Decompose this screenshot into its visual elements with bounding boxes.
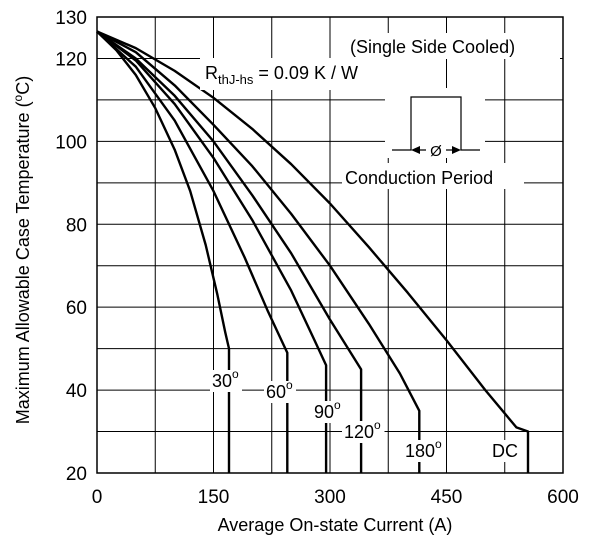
x-axis-title: Average On-state Current (A) xyxy=(218,515,453,535)
y-axis-title-main: Maximum Allowable Case Temperature ( xyxy=(13,101,33,424)
conduction-period-label: Conduction Period xyxy=(345,168,493,188)
series-label-bg xyxy=(403,440,446,462)
x-tick-label: 150 xyxy=(198,487,230,508)
series-line-1 xyxy=(96,30,289,473)
phi-bg xyxy=(426,141,446,159)
thermal-resistance-value: = 0.09 K / W xyxy=(253,63,358,83)
conduction-pulse xyxy=(392,96,480,151)
series-label-bg xyxy=(342,421,385,443)
series-label-degree: o xyxy=(374,418,381,432)
series-line-5 xyxy=(96,30,530,473)
y-axis-title-degree: o xyxy=(11,94,25,101)
series-line-2 xyxy=(96,30,328,473)
series-label-bg xyxy=(312,401,344,423)
series-label-degree: o xyxy=(232,367,239,381)
y-tick-label: 130 xyxy=(55,8,87,29)
y-tick-label: 40 xyxy=(66,381,87,402)
x-tick-label: 0 xyxy=(92,487,103,508)
y-tick-label: 60 xyxy=(66,298,87,319)
series-line-0 xyxy=(96,30,231,473)
series-label-degree: o xyxy=(334,398,341,412)
series-line-4 xyxy=(96,30,421,473)
tick-labels: 0 150 300 450 600 20 40 60 80 100 120 130 xyxy=(55,8,579,508)
series-label: DC xyxy=(492,441,518,461)
x-tick-label: 450 xyxy=(431,487,463,508)
y-tick-label: 120 xyxy=(55,49,87,70)
arrow-left-icon xyxy=(411,146,420,154)
series-label-degree: o xyxy=(435,437,442,451)
cooling-note: (Single Side Cooled) xyxy=(350,37,515,57)
phi-symbol: Ø xyxy=(430,143,442,160)
y-tick-label: 100 xyxy=(55,132,87,153)
y-axis-title: Maximum Allowable Case Temperature (oC) xyxy=(11,76,33,424)
annotation-bg xyxy=(200,58,415,90)
plot-frame xyxy=(96,16,564,474)
series-label-bg xyxy=(210,370,242,392)
annotations: (Single Side Cooled)RthJ-hs = 0.09 K / W… xyxy=(200,33,560,189)
annotation-bg xyxy=(342,163,524,189)
series-label-degree: o xyxy=(286,378,293,392)
series-label-bg xyxy=(264,381,296,403)
series-label: 180o xyxy=(405,437,442,461)
thermal-resistance-subscript: thJ-hs xyxy=(218,72,254,87)
x-tick-label: 600 xyxy=(547,487,579,508)
arrow-right-icon xyxy=(452,146,461,154)
series-line-3 xyxy=(96,30,363,473)
y-tick-label: 80 xyxy=(66,215,87,236)
annotation-bg xyxy=(345,33,560,59)
y-axis-title-unit: C) xyxy=(13,76,33,95)
series-label-bg xyxy=(490,440,515,462)
x-tick-label: 300 xyxy=(314,487,346,508)
y-tick-label: 20 xyxy=(66,464,87,485)
